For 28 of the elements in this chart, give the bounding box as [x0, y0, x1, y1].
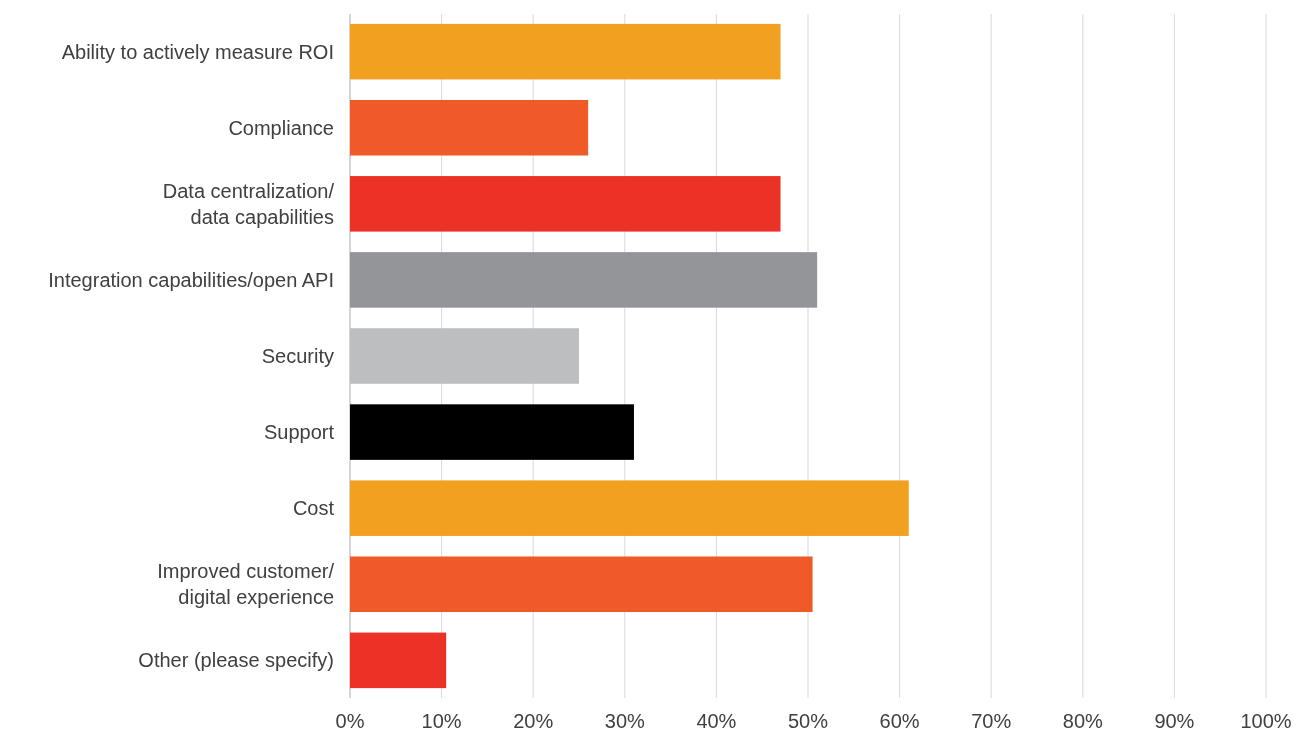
x-tick-label: 30% [604, 710, 646, 732]
x-tick-label: 90% [1154, 710, 1195, 732]
x-tick-label: 100% [1240, 710, 1292, 732]
bar [350, 480, 909, 536]
y-tick-label: Compliance [228, 116, 334, 139]
x-tick-label: 80% [1062, 710, 1104, 732]
x-tick-label: 50% [787, 710, 829, 732]
x-tick-label: 10% [421, 710, 462, 732]
bar [350, 23, 781, 80]
y-tick-label: Support [263, 421, 335, 444]
bar [350, 176, 781, 232]
x-tick-label: 0% [335, 710, 365, 732]
x-tick-label: 40% [696, 710, 737, 732]
x-tick-label: 20% [513, 710, 554, 732]
bar [350, 632, 447, 689]
x-tick-label: 60% [879, 710, 920, 732]
bar [350, 404, 634, 460]
y-tick-label: Cost [292, 497, 335, 520]
bar [350, 556, 813, 613]
y-tick-label: Improved customer/ digital experience [157, 560, 335, 609]
y-tick-label: Integration capabilities/open API [48, 268, 334, 291]
y-tick-label: Other (please specify) [138, 649, 334, 672]
bar [350, 99, 589, 156]
y-tick-label: Data centralization/ data capabilities [162, 179, 335, 228]
x-tick-label: 70% [971, 710, 1012, 732]
y-tick-label: Security [261, 345, 334, 367]
bar [350, 252, 818, 308]
y-tick-label: Ability to actively measure ROI [61, 40, 334, 63]
